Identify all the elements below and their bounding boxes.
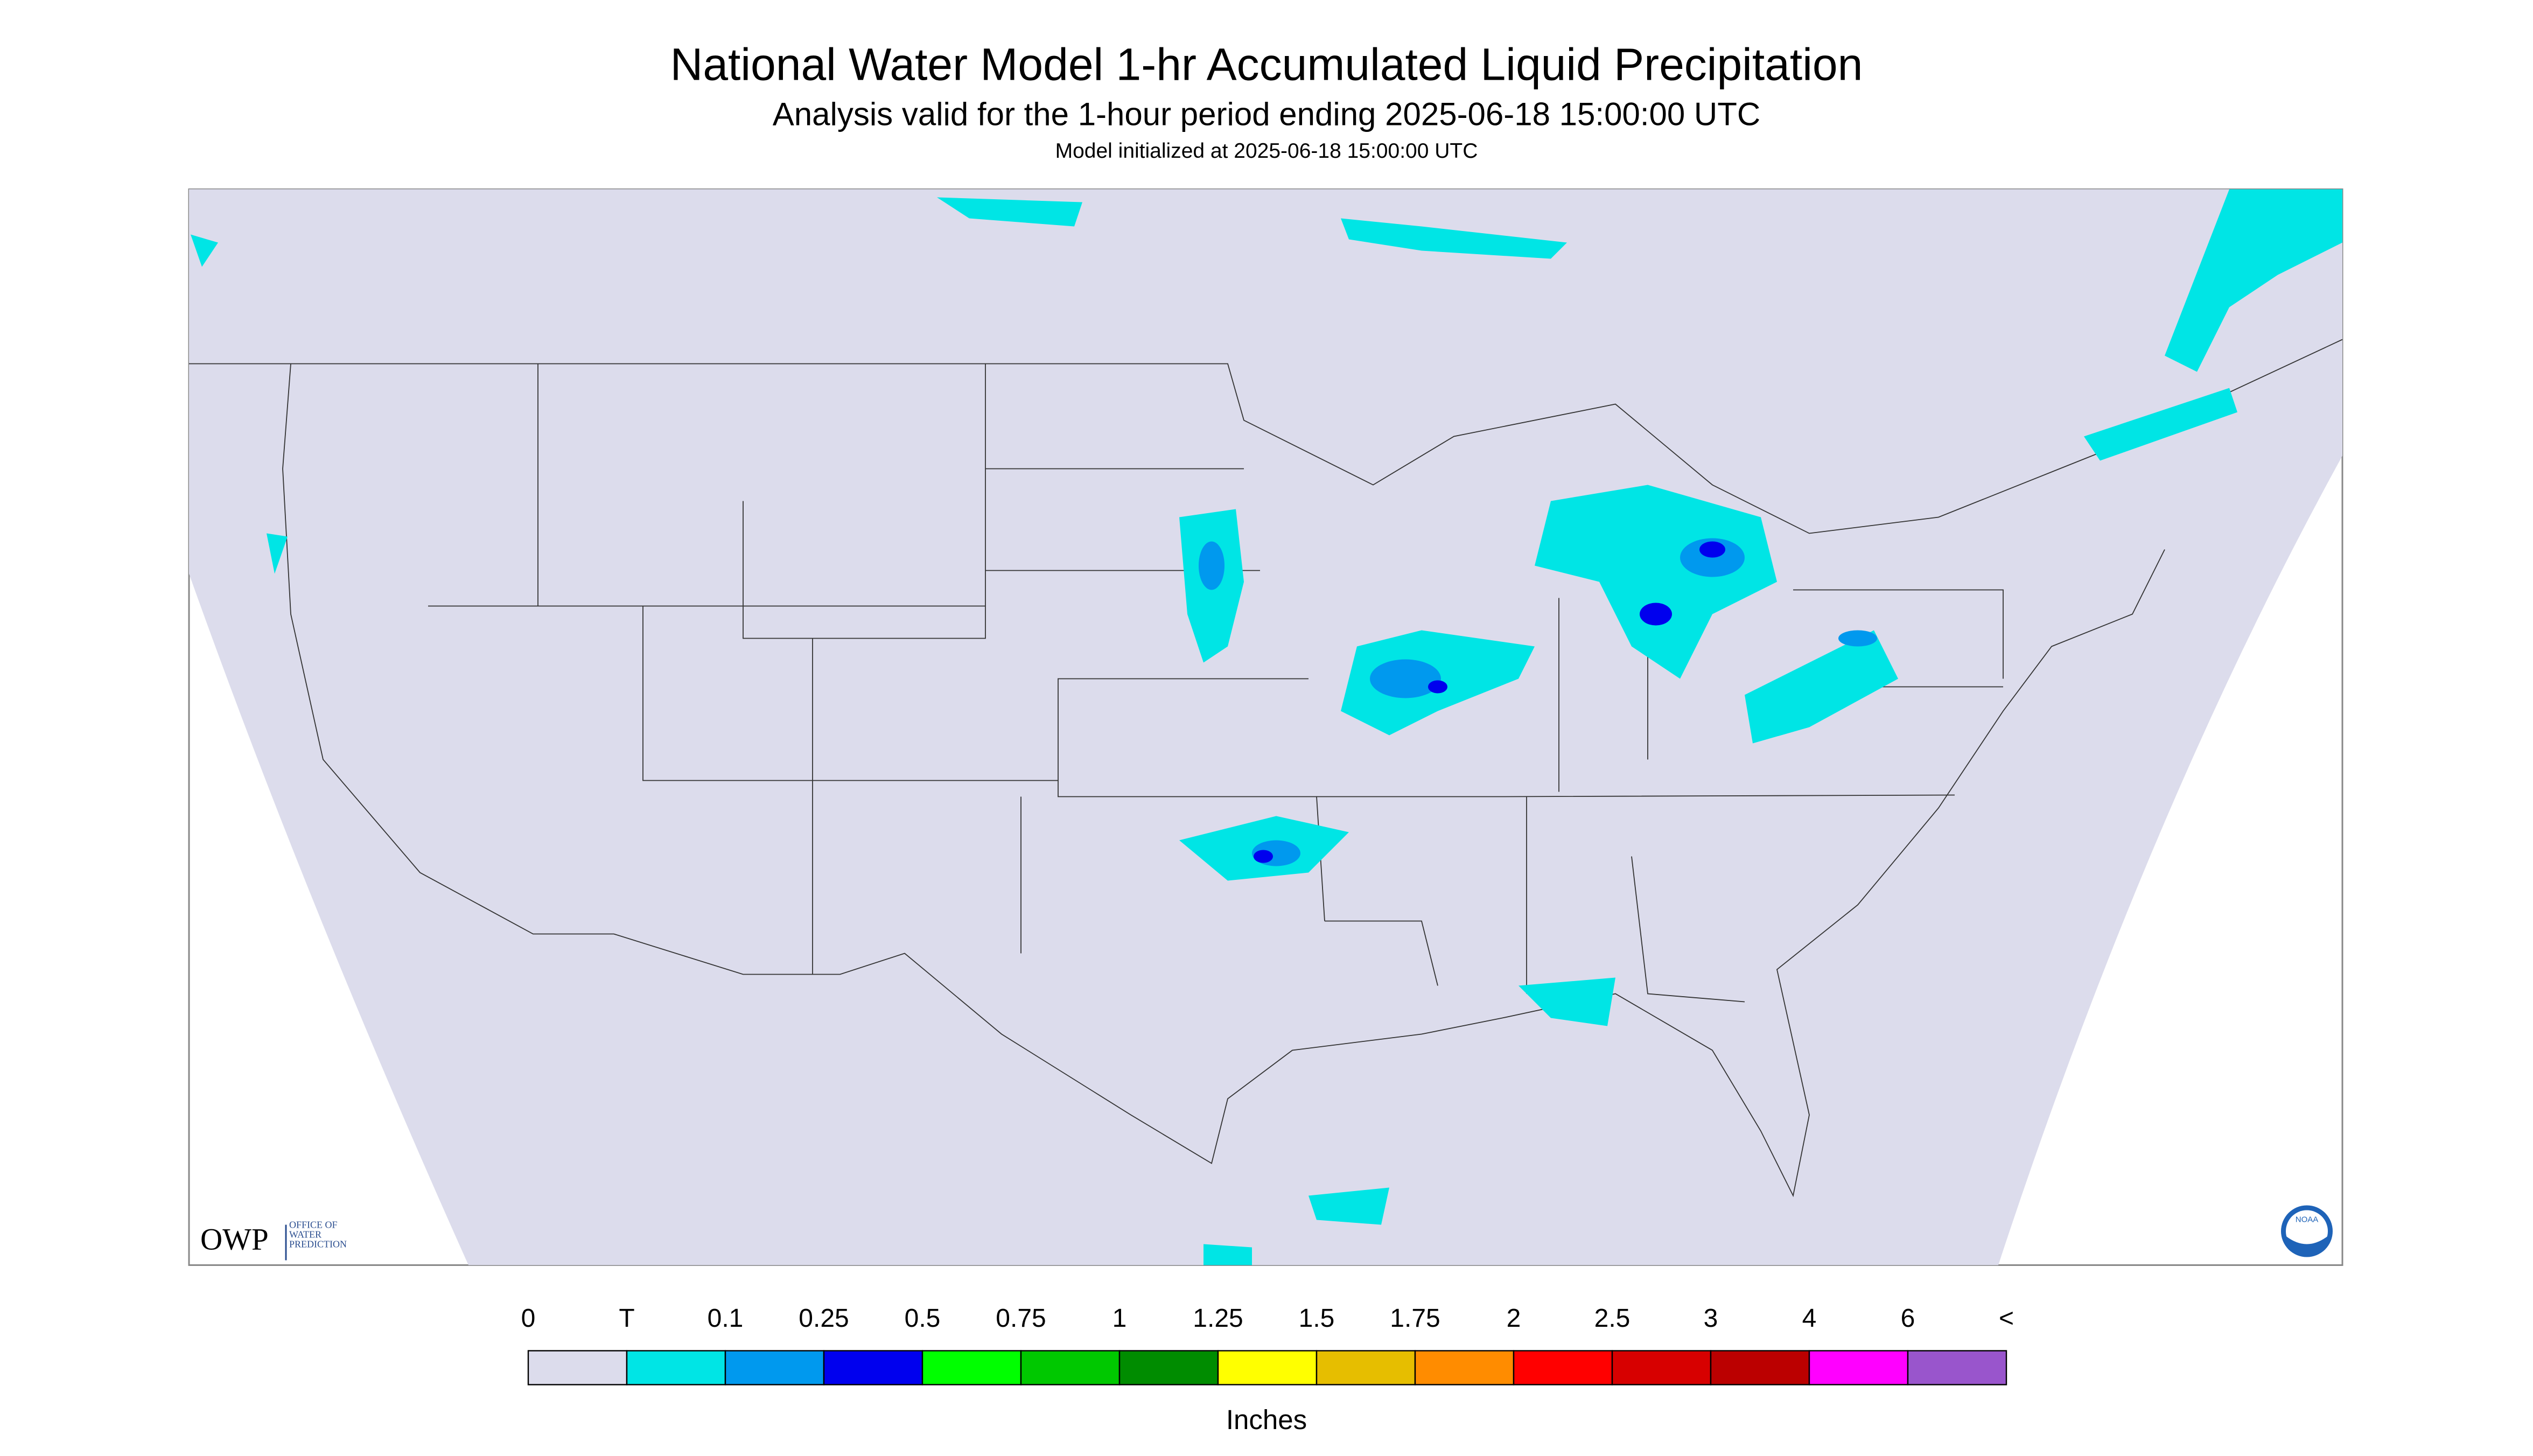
owp-logo-subtext: OFFICE OF WATER PREDICTION <box>289 1221 347 1251</box>
map: OWP OFFICE OF WATER PREDICTION NOAA <box>188 188 2343 1266</box>
legend-label: 1.25 <box>1193 1304 1243 1333</box>
legend-swatch <box>1710 1350 1810 1385</box>
legend-swatch <box>921 1350 1022 1385</box>
owp-logo-text: OWP <box>200 1223 269 1257</box>
init-note: Model initialized at 2025-06-18 15:00:00… <box>1055 139 1478 163</box>
legend-label: 6 <box>1901 1304 1915 1333</box>
legend: 0 T 0.1 0.25 0.5 0.75 1 1.25 1.5 1.75 2 2.5 3 4 6 < <box>521 1304 2014 1385</box>
legend-swatch <box>1414 1350 1515 1385</box>
legend-label: 4 <box>1802 1304 1817 1333</box>
noaa-logo: NOAA <box>2281 1205 2333 1257</box>
legend-label: 3 <box>1704 1304 1718 1333</box>
legend-swatch <box>1611 1350 1712 1385</box>
title: National Water Model 1-hr Accumulated Li… <box>670 39 1863 90</box>
subtitle: Analysis valid for the 1-hour period end… <box>773 96 1760 132</box>
legend-swatch <box>1118 1350 1219 1385</box>
legend-label: 0.5 <box>905 1304 941 1333</box>
legend-swatch <box>1513 1350 1613 1385</box>
legend-swatch <box>724 1350 825 1385</box>
legend-label: T <box>619 1304 634 1333</box>
legend-label: < <box>1999 1304 2014 1333</box>
legend-label: 0.1 <box>708 1304 744 1333</box>
owp-logo: OWP OFFICE OF WATER PREDICTION <box>200 1221 347 1261</box>
legend-swatch <box>1217 1350 1318 1385</box>
legend-label: 0 <box>521 1304 536 1333</box>
legend-label: 2 <box>1507 1304 1521 1333</box>
legend-swatch <box>1316 1350 1416 1385</box>
precipitation <box>191 189 2342 1265</box>
legend-label: 0.75 <box>996 1304 1046 1333</box>
legend-label: 1.75 <box>1390 1304 1440 1333</box>
projection-area <box>189 189 2342 1265</box>
legend-swatch <box>527 1350 628 1385</box>
legend-swatch <box>1020 1350 1121 1385</box>
noaa-logo-text: NOAA <box>2296 1215 2319 1224</box>
legend-swatch <box>626 1350 726 1385</box>
legend-swatch <box>1808 1350 1909 1385</box>
legend-unit: Inches <box>1226 1404 1307 1435</box>
borders <box>189 339 2343 1198</box>
legend-label: 1 <box>1112 1304 1127 1333</box>
legend-swatch <box>1907 1350 2007 1385</box>
legend-label: 2.5 <box>1594 1304 1631 1333</box>
legend-swatch <box>823 1350 923 1385</box>
legend-label: 1.5 <box>1299 1304 1335 1333</box>
legend-label: 0.25 <box>799 1304 849 1333</box>
